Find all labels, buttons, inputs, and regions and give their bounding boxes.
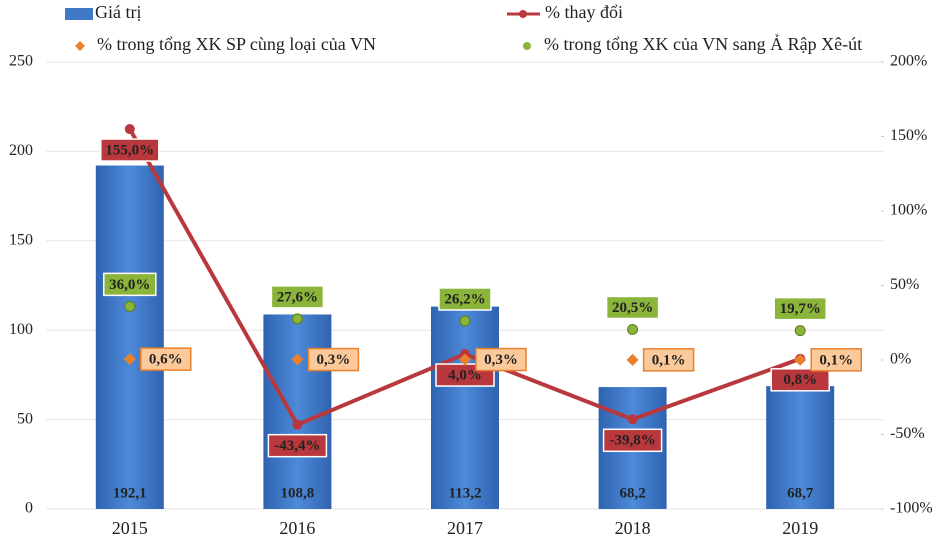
diamond-label-box [140, 347, 192, 371]
y2-tick-label: -50% [890, 425, 925, 442]
line-label-box [267, 433, 328, 458]
diamond-label: 0,3% [484, 352, 518, 368]
legend-label: % trong tổng XK của VN sang Ả Rập Xê-út [544, 34, 862, 54]
bar-label: 192,1 [113, 485, 147, 501]
line-label: -43,4% [274, 438, 320, 454]
diamond-label: 0,6% [149, 352, 183, 368]
diamond [626, 353, 639, 366]
diamond-label: 0,1% [652, 352, 686, 368]
diamond [291, 353, 304, 366]
y2-tick-label: -100% [890, 500, 933, 517]
y2-tick-label: 200% [890, 53, 927, 70]
line-point [292, 419, 303, 430]
line-label-box [602, 428, 663, 453]
legend-swatch [75, 41, 85, 51]
dot-label-box [438, 287, 492, 311]
y-tick-label: 250 [9, 53, 33, 70]
legend-label: Giá trị [95, 2, 142, 22]
dot-label: 26,2% [444, 291, 485, 307]
dot [794, 325, 806, 337]
dot [627, 323, 639, 335]
y-tick-label: 50 [17, 410, 33, 427]
legend-swatch [523, 42, 531, 50]
diamond-label-box [475, 347, 527, 372]
line-label: 0,8% [783, 372, 817, 388]
line-label-box [100, 138, 160, 162]
dot [459, 315, 471, 327]
bar [766, 386, 835, 509]
dot-label-box [270, 285, 325, 309]
bar [263, 314, 332, 509]
x-tick-label: 2017 [447, 518, 483, 538]
legend-label: % thay đổi [545, 2, 623, 22]
dot [124, 300, 136, 312]
diamond-label-box [810, 348, 862, 372]
y2-tick-label: 0% [890, 351, 911, 368]
y-tick-label: 0 [25, 500, 33, 517]
legend-swatch [519, 10, 527, 18]
dot-label: 20,5% [612, 300, 653, 316]
diamond-label: 0,3% [317, 352, 351, 368]
line-label: 155,0% [105, 142, 154, 158]
y-tick-label: 150 [9, 231, 33, 248]
bar [95, 165, 164, 509]
diamond-label-box [307, 347, 360, 372]
y-tick-label: 100 [9, 321, 33, 338]
y2-tick-label: 50% [890, 276, 919, 293]
diamond-label: 0,1% [819, 352, 853, 368]
bar-label: 108,8 [281, 485, 315, 501]
bar-label: 113,2 [449, 485, 482, 501]
x-tick-label: 2015 [112, 518, 148, 538]
dot-label: 19,7% [780, 301, 821, 317]
bar [431, 306, 499, 509]
x-tick-label: 2018 [615, 518, 651, 538]
diamond-label-box [642, 348, 695, 372]
x-tick-label: 2019 [782, 518, 818, 538]
dot-label-box [103, 272, 157, 297]
diamond [123, 353, 136, 366]
dot [291, 313, 303, 325]
bar-label: 68,7 [787, 485, 814, 501]
line-point [124, 124, 135, 135]
legend-swatch [65, 8, 93, 20]
dot-label: 36,0% [109, 277, 150, 293]
dot-label-box [605, 295, 660, 320]
dot-label-box [773, 296, 827, 321]
y2-tick-label: 150% [890, 127, 927, 144]
bar-label: 68,2 [619, 485, 645, 501]
line-label-box [770, 368, 830, 392]
line-point [627, 414, 638, 425]
diamond [794, 353, 807, 366]
dot-label: 27,6% [277, 289, 318, 305]
x-tick-label: 2016 [279, 518, 315, 538]
y2-tick-label: 100% [890, 202, 927, 219]
legend-label: % trong tổng XK SP cùng loại của VN [97, 34, 376, 54]
diamond [459, 353, 471, 366]
line-label: 4,0% [448, 367, 482, 383]
line-label: -39,8% [609, 433, 655, 449]
y-tick-label: 200 [9, 142, 33, 159]
